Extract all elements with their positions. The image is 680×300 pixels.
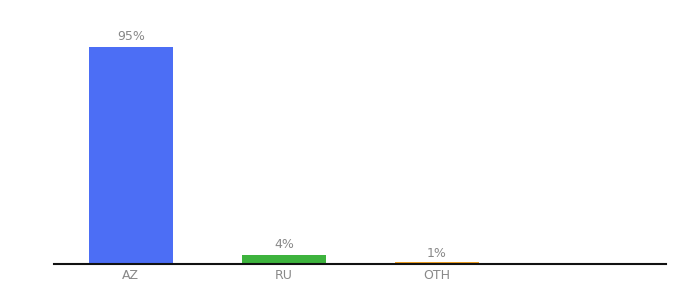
Bar [89,47,173,264]
Text: 4%: 4% [274,238,294,251]
Text: 1%: 1% [427,247,447,260]
Text: 95%: 95% [117,30,145,44]
Bar [242,255,326,264]
Bar [395,262,479,264]
